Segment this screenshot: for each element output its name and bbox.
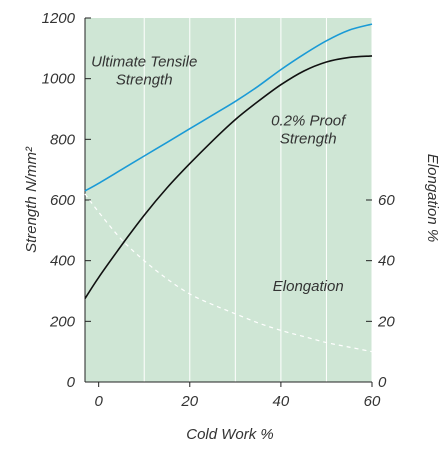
x-axis-title: Cold Work % — [186, 426, 274, 443]
y-axis-title: Strength N/mm² — [23, 146, 40, 253]
x-tick-label: 60 — [364, 393, 381, 410]
y-tick-label: 200 — [49, 313, 76, 330]
y-tick-label: 800 — [50, 131, 76, 148]
series-annotation: Strength — [280, 131, 337, 148]
series-annotation: Strength — [116, 72, 173, 89]
y2-tick-label: 60 — [378, 192, 395, 209]
y-tick-label: 0 — [67, 374, 76, 391]
series-line-ultimate-tensile-strength — [84, 23, 373, 192]
series-line-0-2-proof-strength — [84, 55, 373, 300]
y2-tick-label: 0 — [378, 374, 387, 391]
series-annotation: 0.2% Proof — [271, 113, 347, 130]
y-tick-label: 400 — [50, 253, 76, 270]
y2-tick-label: 20 — [377, 313, 395, 330]
x-tick-label: 0 — [94, 393, 103, 410]
x-tick-label: 40 — [273, 393, 290, 410]
y-tick-label: 1200 — [42, 10, 76, 27]
x-tick-label: 20 — [180, 393, 198, 410]
series-annotation: Elongation — [273, 278, 344, 295]
y-tick-label: 600 — [50, 192, 76, 209]
series-annotation: Ultimate Tensile — [91, 54, 197, 71]
series-line-elongation — [84, 193, 373, 353]
y2-tick-label: 40 — [378, 253, 395, 270]
y-tick-label: 1000 — [42, 71, 76, 88]
y2-axis-title: Elongation % — [424, 154, 441, 242]
plot-background — [85, 18, 372, 382]
